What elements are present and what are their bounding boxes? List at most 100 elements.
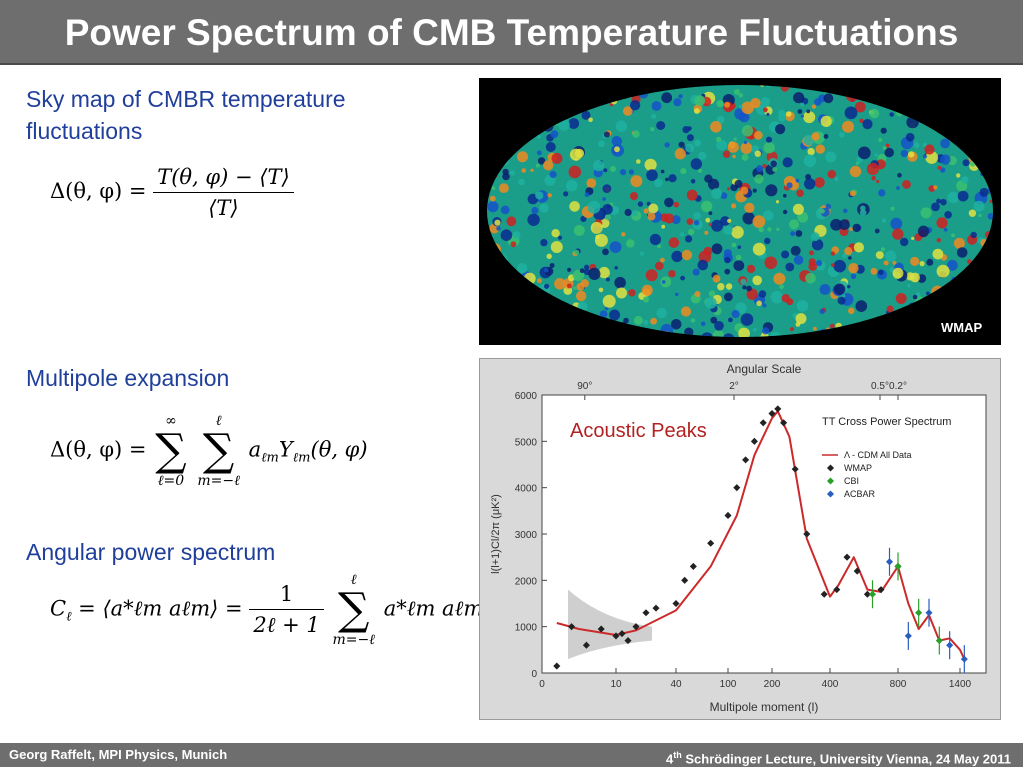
skymap-speckle xyxy=(629,100,641,111)
sum1-lower: ℓ=0 xyxy=(157,473,185,489)
skymap-speckle xyxy=(611,136,622,147)
skymap-speckle xyxy=(661,92,673,104)
skymap-speckle xyxy=(969,160,976,167)
skymap-speckle xyxy=(883,260,889,266)
skymap-speckle xyxy=(834,326,847,337)
skymap-speckle xyxy=(740,278,747,285)
skymap-speckle xyxy=(924,144,935,155)
skymap-speckle xyxy=(725,283,733,290)
sum2-upper: ℓ xyxy=(215,413,222,429)
multipole-heading: Multipole expansion xyxy=(26,365,230,391)
skymap-speckle xyxy=(752,242,766,256)
skymap-speckle xyxy=(643,320,649,325)
skymap-speckle xyxy=(859,118,864,123)
skymap-speckle xyxy=(598,140,605,148)
cl-fraction: 1 2ℓ + 1 xyxy=(249,582,324,638)
skymap-speckle xyxy=(614,146,620,153)
skymap-speckle xyxy=(668,85,674,90)
skymap-speckle xyxy=(987,213,993,220)
skymap-speckle xyxy=(577,301,588,312)
skymap-speckle xyxy=(762,327,770,335)
skymap-speckle xyxy=(845,89,859,102)
cl-sub: ℓ xyxy=(66,609,72,625)
skymap-speckle xyxy=(765,184,778,197)
skymap-speckle xyxy=(674,148,686,160)
skymap-speckle xyxy=(986,245,993,254)
skymap-speckle xyxy=(879,341,885,345)
skymap-speckle xyxy=(708,290,716,297)
harmonic-sub: ℓm xyxy=(292,450,311,466)
skymap-speckle xyxy=(927,308,938,320)
skymap-speckle xyxy=(917,309,929,321)
cl-sum-lower: m=−ℓ xyxy=(332,632,376,648)
skymap-speckle xyxy=(977,301,982,307)
skymap-speckle xyxy=(816,260,823,267)
harmonic-args: (θ, φ) xyxy=(310,437,368,462)
top-tick-label: 90° xyxy=(577,381,592,392)
skymap-speckle xyxy=(557,318,570,332)
skymap-speckle xyxy=(780,85,789,92)
cl-term: a*ℓm aℓm xyxy=(383,596,484,621)
skymap-speckle xyxy=(686,218,694,225)
skymap-speckle xyxy=(519,114,524,119)
skymap-speckle xyxy=(690,318,696,323)
skymap-speckle xyxy=(967,259,972,264)
skymap-speckle xyxy=(565,86,569,90)
skymap-speckle xyxy=(602,204,613,215)
skymap-speckle xyxy=(519,289,526,296)
skymap-speckle xyxy=(871,175,876,181)
skymap-heading: Sky map of CMBR temperature fluctuations xyxy=(26,86,346,144)
skymap-speckle xyxy=(815,144,825,154)
skymap-speckle xyxy=(648,203,659,214)
skymap-speckle xyxy=(878,189,886,197)
skymap-speckle xyxy=(892,260,897,265)
cl-sum-upper: ℓ xyxy=(350,572,357,588)
skymap-speckle xyxy=(517,151,528,163)
skymap-speckle xyxy=(930,119,940,129)
skymap-speckle xyxy=(487,114,497,125)
y-tick-label: 2000 xyxy=(515,576,538,587)
skymap-speckle xyxy=(513,134,519,140)
skymap-speckle xyxy=(629,192,639,201)
skymap-speckle xyxy=(949,306,958,315)
skymap-speckle xyxy=(645,269,658,282)
skymap-speckle xyxy=(826,78,831,81)
skymap-speckle xyxy=(499,183,509,193)
skymap-speckle xyxy=(676,85,682,89)
skymap-speckle xyxy=(536,150,542,156)
skymap-speckle xyxy=(737,245,741,249)
skymap-speckle xyxy=(506,108,518,120)
skymap-speckle xyxy=(880,247,885,252)
skymap-speckle xyxy=(504,142,513,151)
skymap-speckle xyxy=(946,124,959,137)
cl-average: = ⟨a*ℓm aℓm⟩ = xyxy=(71,596,243,621)
skymap-speckle xyxy=(711,243,723,255)
skymap-speckle xyxy=(919,261,925,267)
skymap-speckle xyxy=(820,115,832,127)
sigma-icon: ∑ xyxy=(155,425,187,476)
skymap-speckle xyxy=(738,104,743,109)
skymap-speckle xyxy=(954,302,960,307)
skymap-speckle xyxy=(746,285,752,292)
skymap-speckle xyxy=(758,290,767,298)
skymap-speckle xyxy=(981,94,993,106)
skymap-speckle xyxy=(573,249,580,256)
skymap-speckle xyxy=(885,250,897,262)
skymap-speckle xyxy=(519,105,531,116)
skymap-speckle xyxy=(631,343,634,345)
skymap-speckle xyxy=(624,208,632,216)
skymap-speckle xyxy=(859,209,867,217)
skymap-speckle xyxy=(598,287,604,293)
skymap-speckle xyxy=(524,129,535,141)
skymap-speckle xyxy=(844,106,858,120)
skymap-speckle xyxy=(968,209,977,217)
skymap-speckle xyxy=(523,329,535,337)
skymap-speckle xyxy=(531,206,539,215)
skymap-speckle xyxy=(639,85,645,89)
skymap-speckle xyxy=(897,173,902,178)
skymap-speckle xyxy=(790,231,796,237)
skymap-speckle xyxy=(481,128,484,131)
skymap-speckle xyxy=(725,78,732,84)
skymap-speckle xyxy=(602,248,609,256)
skymap-speckle xyxy=(970,135,978,144)
